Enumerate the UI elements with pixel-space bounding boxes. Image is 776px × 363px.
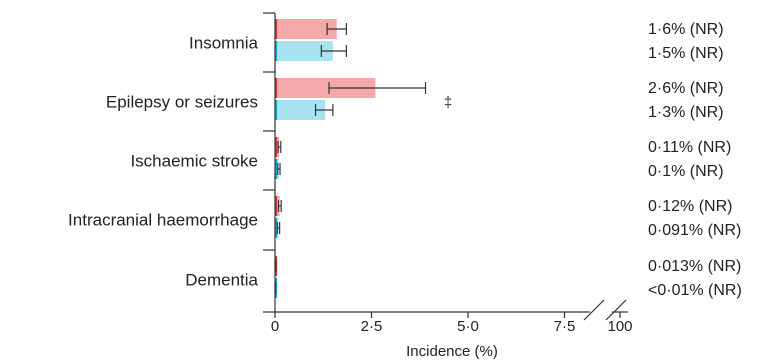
category-label: Intracranial haemorrhage [68,211,258,230]
bar-series-1 [275,19,337,39]
value-label: 0·11% (NR) [648,139,731,156]
category-label: Dementia [185,271,258,290]
value-label: 1·3% (NR) [648,104,724,121]
value-label: 1·6% (NR) [648,21,724,38]
bar-series-1 [275,196,280,216]
value-label: 2·6% (NR) [648,80,724,97]
bar-series-1 [275,137,280,157]
value-label: 0·1% (NR) [648,163,724,180]
x-tick-label: 0 [271,318,279,335]
value-label: <0·01% (NR) [648,282,742,299]
bar-series-1 [275,78,376,98]
value-label: 0·013% (NR) [648,258,741,275]
value-label: 0·12% (NR) [648,198,732,215]
category-label: Epilepsy or seizures [106,93,258,112]
x-axis-title: Incidence (%) [406,343,498,360]
annotation-mark: ‡ [444,94,452,111]
axis-break-mark [605,299,627,321]
category-label: Insomnia [189,34,259,53]
x-tick-label: 5·0 [457,318,479,335]
value-label: 0·091% (NR) [648,222,741,239]
category-label: Ischaemic stroke [130,152,258,171]
bar-series-2 [275,41,333,61]
x-tick-label: 100 [607,318,632,335]
x-tick-label: 2·5 [361,318,383,335]
x-tick-label: 7·5 [554,318,576,335]
bar-series-2 [275,100,326,120]
axis-break-mark [583,299,605,321]
value-label: 1·5% (NR) [648,45,724,62]
